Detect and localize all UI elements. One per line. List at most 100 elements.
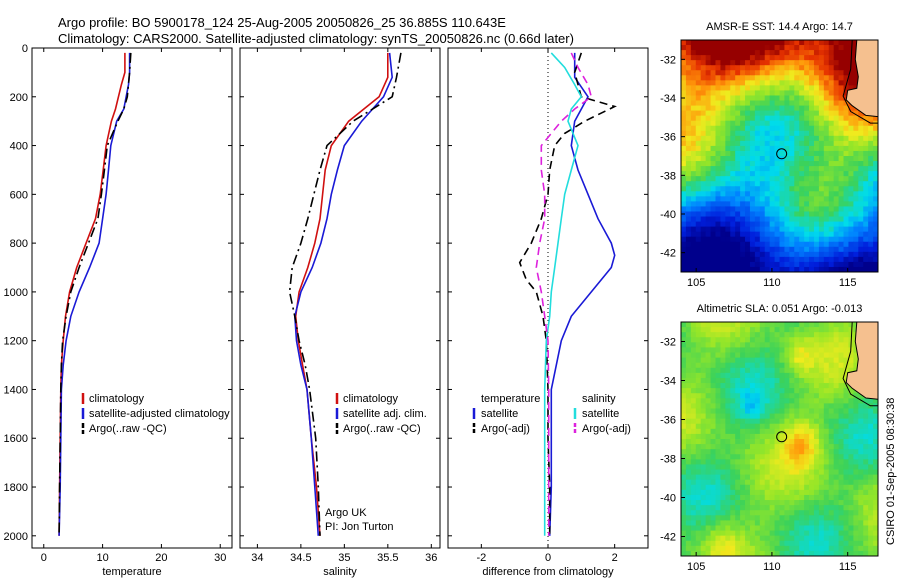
map-cell bbox=[769, 515, 776, 521]
map-cell bbox=[828, 433, 835, 440]
map-cell bbox=[749, 423, 756, 430]
map-cell bbox=[833, 357, 840, 364]
map-cell bbox=[720, 115, 726, 122]
map-cell bbox=[745, 545, 751, 552]
map-cell bbox=[804, 439, 810, 445]
map-cell bbox=[818, 474, 825, 481]
map-cell bbox=[794, 95, 800, 102]
map-cell bbox=[710, 515, 717, 521]
map-cell bbox=[809, 545, 815, 552]
map-cell bbox=[710, 550, 717, 556]
map-cell bbox=[794, 241, 800, 248]
map-cell bbox=[789, 100, 795, 107]
map-cell bbox=[754, 520, 761, 527]
map-cell bbox=[745, 80, 751, 86]
map-cell bbox=[809, 150, 815, 157]
map-cell bbox=[858, 449, 864, 455]
map-cell bbox=[868, 231, 874, 238]
map-cell bbox=[720, 383, 726, 389]
map-cell bbox=[745, 357, 751, 364]
map-cell bbox=[720, 40, 726, 46]
map-cell bbox=[764, 75, 771, 81]
map-cell bbox=[818, 186, 825, 192]
argo-location-marker bbox=[776, 431, 788, 443]
map-cell bbox=[828, 439, 835, 445]
map-cell bbox=[720, 500, 726, 506]
map-cell bbox=[823, 520, 830, 527]
map-cell bbox=[828, 505, 835, 511]
map-cell bbox=[759, 327, 766, 333]
map-cell bbox=[863, 469, 869, 476]
map-cell bbox=[685, 362, 692, 369]
map-cell bbox=[828, 140, 835, 147]
map-cell bbox=[774, 236, 781, 243]
map-cell bbox=[843, 85, 850, 92]
map-cell bbox=[784, 525, 790, 532]
map-cell bbox=[695, 393, 702, 399]
map-cell bbox=[740, 393, 746, 399]
map-cell bbox=[873, 176, 878, 182]
map-cell bbox=[754, 181, 761, 187]
map-cell bbox=[745, 459, 751, 466]
map-cell bbox=[848, 256, 854, 263]
map-cell bbox=[754, 550, 761, 556]
map-cell bbox=[799, 85, 805, 92]
map-cell bbox=[769, 327, 776, 333]
map-cell bbox=[745, 251, 751, 258]
map-cell bbox=[848, 186, 854, 192]
map-cell bbox=[794, 535, 800, 542]
map-cell bbox=[695, 100, 702, 107]
map-cell bbox=[779, 362, 786, 369]
map-cell bbox=[715, 85, 721, 92]
map-cell bbox=[818, 216, 825, 223]
map-cell bbox=[843, 226, 850, 233]
map-cell bbox=[843, 327, 850, 333]
map-cell bbox=[833, 266, 840, 272]
map-cell bbox=[809, 398, 815, 404]
map-cell bbox=[754, 428, 761, 435]
map-cell bbox=[813, 484, 820, 491]
map-cell bbox=[725, 500, 731, 506]
map-cell bbox=[794, 80, 800, 86]
map-cell bbox=[789, 226, 795, 233]
map-cell bbox=[818, 145, 825, 152]
map-cell bbox=[779, 211, 786, 218]
map-cell bbox=[690, 403, 697, 410]
map-cell bbox=[784, 231, 790, 238]
map-cell bbox=[784, 166, 790, 172]
map-cell bbox=[818, 510, 825, 516]
map-cell bbox=[681, 545, 687, 552]
map-cell bbox=[794, 332, 800, 338]
map-cell bbox=[823, 484, 830, 491]
map-cell bbox=[730, 403, 736, 410]
map-cell bbox=[725, 186, 731, 192]
map-cell bbox=[725, 246, 731, 253]
map-cell bbox=[838, 388, 845, 394]
map-cell bbox=[749, 367, 756, 374]
map-cell bbox=[764, 85, 771, 92]
map-cell bbox=[794, 418, 800, 425]
map-cell bbox=[759, 337, 766, 343]
map-cell bbox=[681, 181, 687, 187]
map-cell bbox=[823, 246, 830, 253]
map-cell bbox=[779, 80, 786, 86]
map-cell bbox=[759, 266, 766, 272]
map-cell bbox=[715, 367, 721, 374]
map-cell bbox=[853, 500, 859, 506]
map-cell bbox=[769, 186, 776, 192]
map-cell bbox=[833, 196, 840, 202]
map-cell bbox=[858, 135, 864, 142]
map-cell bbox=[715, 261, 721, 268]
map-cell bbox=[853, 439, 859, 445]
map-cell bbox=[740, 479, 746, 486]
map-cell bbox=[789, 550, 795, 556]
map-cell bbox=[681, 367, 687, 374]
map-cell bbox=[828, 110, 835, 117]
map-cell bbox=[873, 515, 878, 521]
map-cell bbox=[789, 474, 795, 481]
map-cell bbox=[745, 484, 751, 491]
map-cell bbox=[789, 413, 795, 420]
map-cell bbox=[730, 50, 736, 56]
map-cell bbox=[685, 156, 692, 162]
map-cell bbox=[725, 266, 731, 272]
